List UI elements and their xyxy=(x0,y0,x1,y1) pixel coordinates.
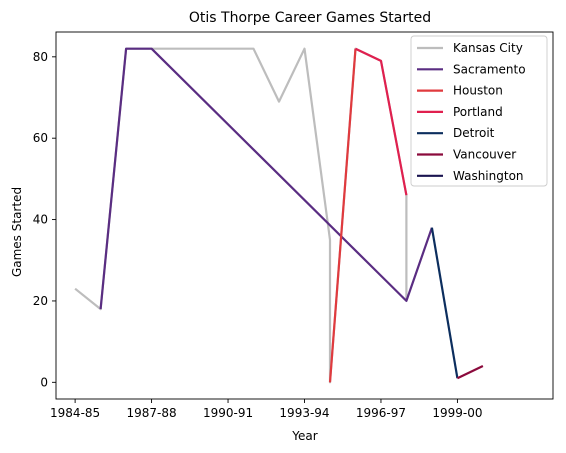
series-line-4 xyxy=(430,227,459,379)
x-tick-label: 1996-97 xyxy=(356,406,406,420)
legend-entry: Portland xyxy=(453,105,503,119)
y-tick-label: 60 xyxy=(33,131,48,145)
legend-entry: Kansas City xyxy=(453,41,523,55)
y-tick-label: 20 xyxy=(33,294,48,308)
series-layer xyxy=(74,47,484,384)
y-axis-label: Games Started xyxy=(10,187,24,277)
x-tick-label: 1993-94 xyxy=(279,406,329,420)
legend: Kansas City Sacramento Houston Portland Detr… xyxy=(410,35,548,187)
legend-entry: Washington xyxy=(453,169,524,183)
series-line-0 xyxy=(74,47,408,384)
legend-entry: Sacramento xyxy=(453,62,526,76)
x-axis-label: Year xyxy=(291,429,317,443)
chart-title: Otis Thorpe Career Games Started xyxy=(189,10,431,26)
y-tick-label: 40 xyxy=(33,213,48,227)
y-axis: 0 20 40 60 80 xyxy=(33,50,56,389)
x-tick-label: 1984-85 xyxy=(50,406,100,420)
legend-entry: Vancouver xyxy=(453,148,516,162)
y-tick-label: 0 xyxy=(40,375,48,389)
y-tick-label: 80 xyxy=(33,50,48,64)
legend-entry: Detroit xyxy=(453,126,495,140)
x-tick-label: 1987-88 xyxy=(127,406,177,420)
x-tick-label: 1999-00 xyxy=(432,406,482,420)
series-line-2 xyxy=(328,48,357,383)
series-line-3 xyxy=(355,47,408,196)
legend-box xyxy=(410,35,548,187)
x-axis: 1984-85 1987-88 1990-91 1993-94 1996-97 1999-… xyxy=(50,399,482,420)
series-line-5 xyxy=(456,365,484,380)
x-tick-label: 1990-91 xyxy=(203,406,253,420)
legend-entry: Houston xyxy=(453,84,503,98)
series-line-1 xyxy=(99,47,433,310)
